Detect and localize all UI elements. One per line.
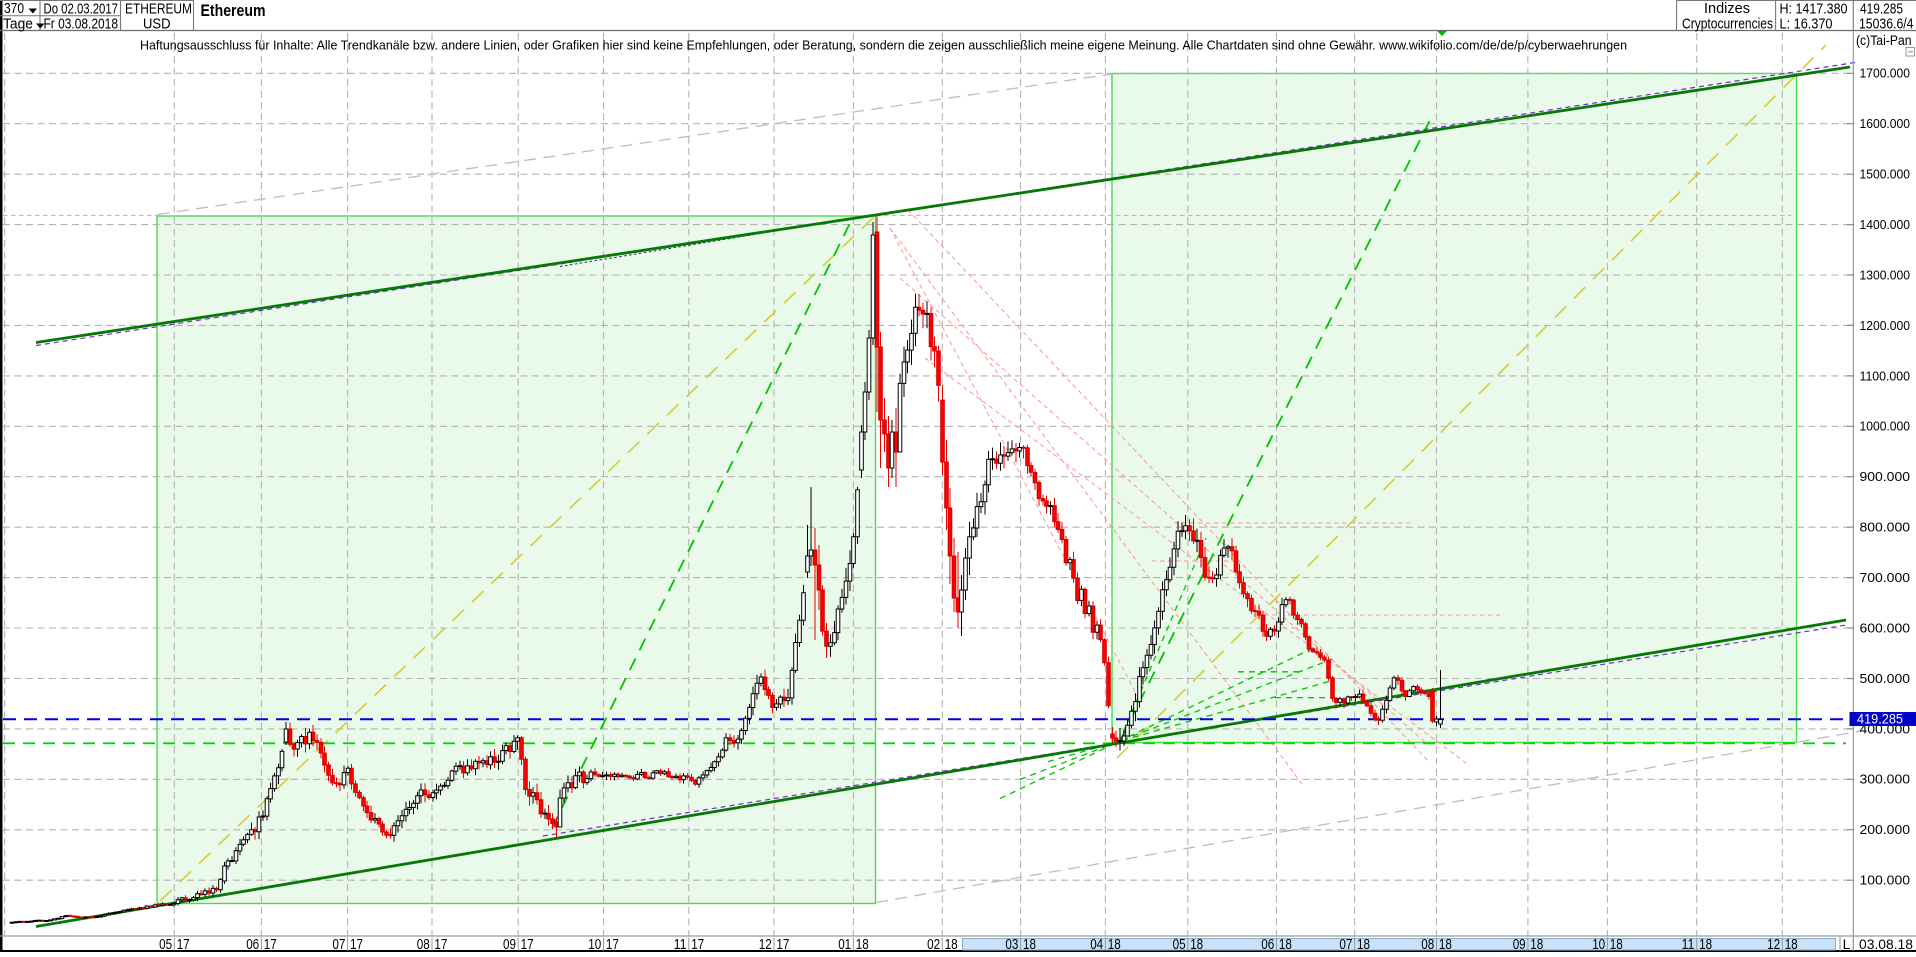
svg-text:1700.000: 1700.000 — [1860, 66, 1911, 81]
svg-text:1500.000: 1500.000 — [1860, 167, 1911, 182]
svg-text:17: 17 — [350, 937, 363, 952]
svg-text:03.08.18: 03.08.18 — [1859, 937, 1913, 952]
svg-text:07: 07 — [332, 937, 345, 952]
svg-text:12: 12 — [1767, 937, 1780, 952]
svg-text:02: 02 — [927, 937, 940, 952]
svg-text:17: 17 — [606, 937, 619, 952]
svg-text:USD: USD — [143, 16, 171, 33]
svg-text:06: 06 — [1261, 937, 1274, 952]
svg-text:Cryptocurrencies: Cryptocurrencies — [1682, 17, 1773, 33]
svg-text:18: 18 — [1190, 937, 1203, 952]
svg-text:300.000: 300.000 — [1860, 772, 1911, 787]
svg-text:1300.000: 1300.000 — [1860, 267, 1911, 282]
svg-text:900.000: 900.000 — [1860, 469, 1911, 484]
svg-text:06: 06 — [246, 937, 259, 952]
svg-text:10: 10 — [588, 937, 601, 952]
svg-text:17: 17 — [177, 937, 190, 952]
svg-text:04: 04 — [1090, 937, 1103, 952]
svg-text:18: 18 — [1439, 937, 1452, 952]
svg-text:600.000: 600.000 — [1860, 620, 1911, 635]
svg-text:L: 16.370: L: 16.370 — [1780, 17, 1833, 33]
svg-text:08: 08 — [417, 937, 430, 952]
svg-text:17: 17 — [691, 937, 704, 952]
svg-text:1400.000: 1400.000 — [1860, 217, 1911, 232]
svg-text:Tage: Tage — [3, 16, 33, 33]
svg-text:17: 17 — [776, 937, 789, 952]
svg-text:500.000: 500.000 — [1860, 671, 1911, 686]
svg-text:18: 18 — [1610, 937, 1623, 952]
svg-text:100.000: 100.000 — [1860, 873, 1911, 888]
svg-text:800.000: 800.000 — [1860, 520, 1911, 535]
svg-text:Indizes: Indizes — [1704, 1, 1750, 17]
svg-text:Fr 03.08.2018: Fr 03.08.2018 — [44, 16, 119, 33]
svg-text:11: 11 — [1682, 937, 1695, 952]
svg-text:15036.6/4: 15036.6/4 — [1859, 17, 1914, 33]
svg-text:05: 05 — [1173, 937, 1186, 952]
svg-text:18: 18 — [1785, 937, 1798, 952]
svg-text:18: 18 — [1357, 937, 1370, 952]
svg-text:18: 18 — [1279, 937, 1292, 952]
svg-text:1100.000: 1100.000 — [1860, 368, 1911, 383]
svg-text:17: 17 — [521, 937, 534, 952]
svg-text:09: 09 — [503, 937, 516, 952]
svg-text:17: 17 — [434, 937, 447, 952]
svg-text:Haftungsausschluss für Inhalte: Haftungsausschluss für Inhalte: Alle Tre… — [140, 38, 1627, 53]
svg-text:419.285: 419.285 — [1857, 711, 1903, 726]
svg-text:H: 1417.380: H: 1417.380 — [1780, 2, 1848, 18]
svg-text:370: 370 — [4, 0, 24, 17]
svg-text:05: 05 — [159, 937, 172, 952]
svg-text:11: 11 — [674, 937, 687, 952]
svg-text:09: 09 — [1513, 937, 1526, 952]
svg-text:1200.000: 1200.000 — [1860, 318, 1911, 333]
svg-text:700.000: 700.000 — [1860, 570, 1911, 585]
svg-text:08: 08 — [1421, 937, 1434, 952]
svg-text:17: 17 — [264, 937, 277, 952]
svg-text:01: 01 — [838, 937, 851, 952]
svg-text:18: 18 — [856, 937, 869, 952]
svg-text:L: L — [1843, 936, 1851, 952]
svg-text:12: 12 — [759, 937, 772, 952]
svg-text:Ethereum: Ethereum — [201, 1, 266, 20]
svg-text:18: 18 — [1023, 937, 1036, 952]
svg-text:18: 18 — [945, 937, 958, 952]
svg-text:1000.000: 1000.000 — [1860, 419, 1911, 434]
svg-text:419.285: 419.285 — [1860, 2, 1903, 18]
svg-text:1600.000: 1600.000 — [1860, 116, 1911, 131]
svg-text:18: 18 — [1530, 937, 1543, 952]
svg-text:18: 18 — [1108, 937, 1121, 952]
svg-text:(c)Tai-Pan: (c)Tai-Pan — [1856, 33, 1912, 48]
svg-text:03: 03 — [1005, 937, 1018, 952]
svg-text:18: 18 — [1699, 937, 1712, 952]
svg-text:10: 10 — [1592, 937, 1605, 952]
svg-text:200.000: 200.000 — [1860, 822, 1911, 837]
svg-text:07: 07 — [1339, 937, 1352, 952]
